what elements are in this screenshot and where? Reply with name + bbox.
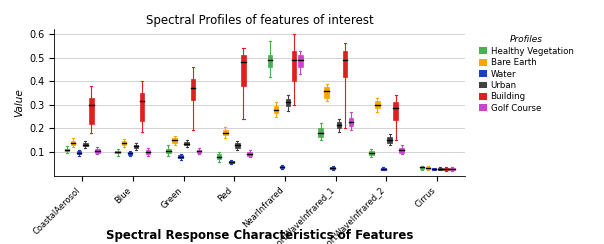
FancyBboxPatch shape xyxy=(241,55,246,86)
FancyBboxPatch shape xyxy=(393,102,398,120)
FancyBboxPatch shape xyxy=(178,155,183,158)
FancyBboxPatch shape xyxy=(89,98,94,124)
FancyBboxPatch shape xyxy=(298,55,303,67)
FancyBboxPatch shape xyxy=(172,138,177,143)
FancyBboxPatch shape xyxy=(229,161,234,163)
FancyBboxPatch shape xyxy=(274,106,278,113)
FancyBboxPatch shape xyxy=(115,151,120,153)
FancyBboxPatch shape xyxy=(286,99,291,106)
FancyBboxPatch shape xyxy=(349,118,353,126)
FancyBboxPatch shape xyxy=(121,142,126,145)
FancyBboxPatch shape xyxy=(387,137,392,143)
FancyBboxPatch shape xyxy=(146,150,150,154)
FancyBboxPatch shape xyxy=(342,51,347,77)
FancyBboxPatch shape xyxy=(190,79,195,100)
FancyBboxPatch shape xyxy=(318,128,323,137)
Title: Spectral Profiles of features of interest: Spectral Profiles of features of interes… xyxy=(146,14,374,27)
FancyBboxPatch shape xyxy=(77,151,82,154)
FancyBboxPatch shape xyxy=(127,152,132,155)
Legend: Healthy Vegetation, Bare Earth, Water, Urban, Building, Golf Course: Healthy Vegetation, Bare Earth, Water, U… xyxy=(478,34,575,114)
FancyBboxPatch shape xyxy=(292,51,297,81)
FancyBboxPatch shape xyxy=(95,149,100,152)
Y-axis label: Value: Value xyxy=(14,88,24,117)
FancyBboxPatch shape xyxy=(381,168,386,170)
FancyBboxPatch shape xyxy=(223,130,228,135)
FancyBboxPatch shape xyxy=(166,149,171,153)
FancyBboxPatch shape xyxy=(324,87,329,98)
FancyBboxPatch shape xyxy=(65,149,69,151)
FancyBboxPatch shape xyxy=(420,167,424,169)
FancyBboxPatch shape xyxy=(432,168,437,170)
FancyBboxPatch shape xyxy=(426,167,430,169)
FancyBboxPatch shape xyxy=(184,142,189,145)
FancyBboxPatch shape xyxy=(247,152,252,156)
FancyBboxPatch shape xyxy=(280,166,284,168)
FancyBboxPatch shape xyxy=(268,55,272,67)
FancyBboxPatch shape xyxy=(330,167,335,169)
FancyBboxPatch shape xyxy=(235,143,240,148)
FancyBboxPatch shape xyxy=(444,168,449,170)
FancyBboxPatch shape xyxy=(399,148,404,152)
Text: Spectral Response Characteristics of Features: Spectral Response Characteristics of Fea… xyxy=(106,229,413,242)
FancyBboxPatch shape xyxy=(336,122,341,128)
FancyBboxPatch shape xyxy=(83,143,88,146)
FancyBboxPatch shape xyxy=(438,168,443,170)
FancyBboxPatch shape xyxy=(369,151,373,155)
FancyBboxPatch shape xyxy=(375,101,380,108)
FancyBboxPatch shape xyxy=(140,93,144,121)
FancyBboxPatch shape xyxy=(450,168,455,170)
FancyBboxPatch shape xyxy=(217,154,222,159)
FancyBboxPatch shape xyxy=(133,144,138,148)
FancyBboxPatch shape xyxy=(196,150,201,153)
FancyBboxPatch shape xyxy=(71,141,76,144)
